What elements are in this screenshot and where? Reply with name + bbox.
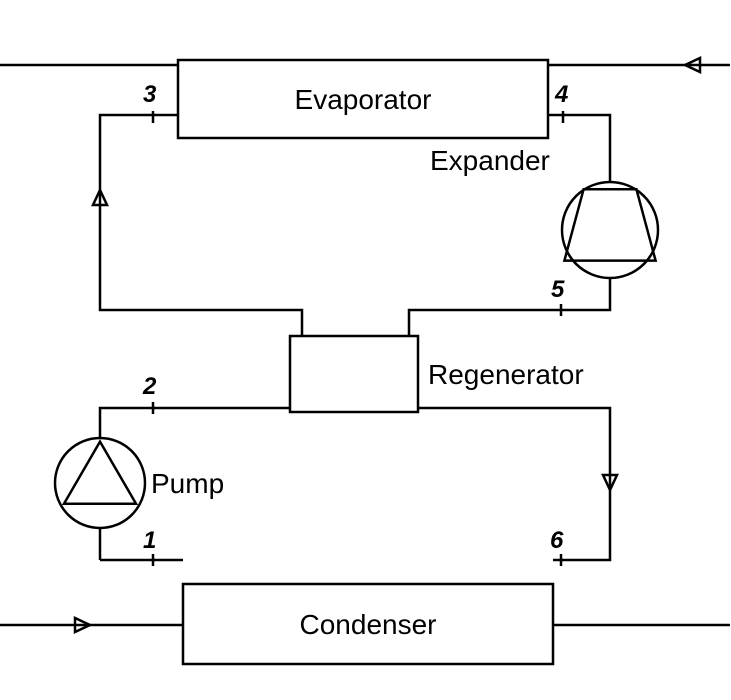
pump-label: Pump xyxy=(151,468,224,499)
expander-label: Expander xyxy=(430,145,550,176)
evaporator-label: Evaporator xyxy=(295,84,432,115)
point-3-label: 3 xyxy=(143,81,157,108)
condenser-label: Condenser xyxy=(300,609,437,640)
point-1-label: 1 xyxy=(143,527,156,554)
point-2-label: 2 xyxy=(142,373,157,400)
point-4-label: 4 xyxy=(554,81,568,108)
cycle-diagram: Evaporator Condenser Regenerator Pump Expand… xyxy=(0,0,731,700)
pump-symbol xyxy=(55,438,145,528)
expander-symbol xyxy=(562,182,658,278)
point-6-label: 6 xyxy=(550,527,564,554)
point-5-label: 5 xyxy=(551,276,565,303)
regenerator-label: Regenerator xyxy=(428,359,584,390)
regenerator-box xyxy=(290,336,418,412)
